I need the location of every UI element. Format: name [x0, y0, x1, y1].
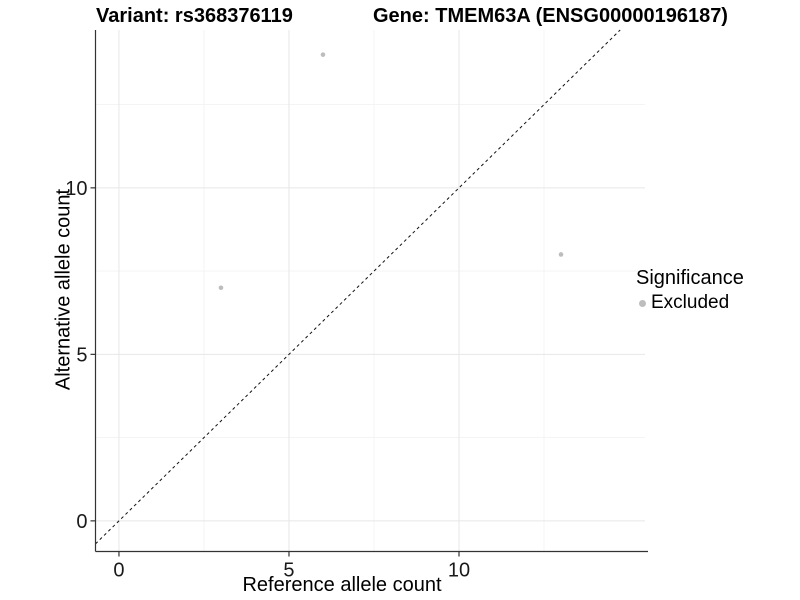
variant-title: Variant: rs368376119	[96, 5, 293, 27]
x-tick-label: 0	[113, 560, 124, 582]
gene-title: Gene: TMEM63A (ENSG00000196187)	[373, 5, 728, 27]
legend-item-label: Excluded	[651, 292, 730, 313]
y-tick-label: 10	[65, 178, 87, 200]
legend-item-excluded: Excluded	[636, 292, 744, 314]
data-point	[558, 252, 564, 257]
y-tick-label: 0	[76, 511, 87, 533]
data-point	[320, 52, 326, 57]
legend-point-icon	[639, 299, 646, 307]
legend-title: Significance	[636, 267, 744, 289]
y-axis-title: Alternative allele count	[52, 188, 75, 391]
legend: Significance Excluded	[636, 267, 744, 314]
data-point	[218, 285, 224, 291]
identity-line	[95, 29, 621, 545]
x-tick-label: 10	[448, 560, 470, 582]
x-axis-title: Reference allele count	[242, 574, 442, 596]
y-tick-label: 5	[76, 344, 87, 366]
x-tick-label: 5	[283, 560, 294, 582]
